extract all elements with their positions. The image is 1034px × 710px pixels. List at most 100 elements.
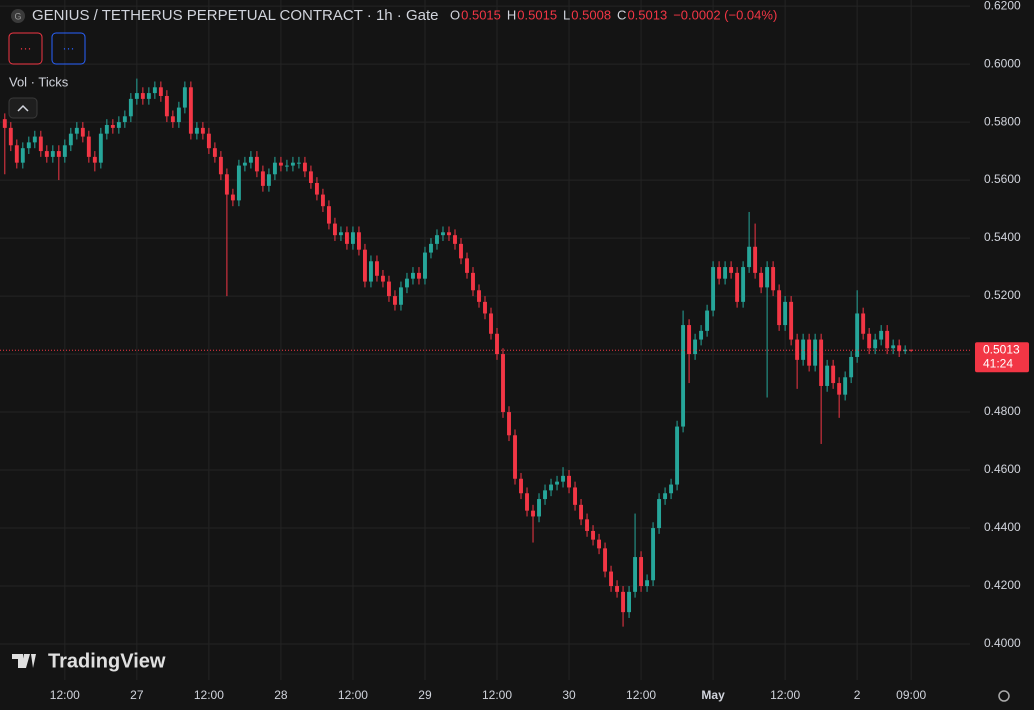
x-tick-label: May	[701, 688, 725, 702]
candle-body	[837, 383, 842, 395]
candle-body	[783, 301, 788, 326]
candle-body	[393, 296, 397, 305]
candle-body	[585, 519, 589, 531]
candle-body	[735, 272, 740, 302]
candle-body	[579, 504, 583, 520]
candle-body	[122, 116, 127, 123]
button[interactable]	[51, 32, 86, 65]
candle-body	[453, 235, 457, 244]
candle-body	[849, 356, 854, 378]
candle-body	[813, 339, 818, 366]
candle-body	[465, 258, 469, 273]
candle-body	[549, 484, 553, 491]
x-tick-label: 30	[562, 688, 576, 702]
candle-body	[92, 156, 97, 163]
collapse-icon[interactable]	[17, 104, 29, 112]
brand-logo	[12, 654, 36, 668]
y-tick-label: 0.5400	[984, 230, 1021, 244]
candle-body	[128, 98, 133, 117]
candle-body	[441, 232, 445, 236]
candle-body	[729, 267, 734, 273]
candle-body	[399, 287, 403, 305]
candle-body	[86, 136, 91, 157]
y-tick-label: 0.6000	[984, 56, 1021, 70]
button[interactable]	[8, 32, 43, 65]
candle-body	[170, 116, 175, 123]
candle-body	[369, 261, 373, 282]
candle-body	[218, 156, 223, 175]
ohlc-value: 0.5008	[571, 7, 611, 22]
ohlc-header: O 0.5015 H 0.5015 L 0.5008 C 0.5013 −0.0002 (−0.…	[450, 7, 777, 22]
candle-body	[885, 330, 890, 349]
candle-body	[519, 478, 523, 494]
candle-body	[332, 223, 337, 236]
candle-body	[278, 162, 283, 166]
x-tick-label: 28	[274, 688, 288, 702]
candle-body	[531, 510, 535, 517]
candle-body	[146, 93, 151, 99]
candle-body	[356, 232, 361, 250]
ohlc-value: 0.5015	[461, 7, 501, 22]
candle-body	[843, 377, 848, 395]
candle-body	[338, 232, 343, 236]
x-tick-label: 29	[418, 688, 432, 702]
y-tick-label: 0.5800	[984, 114, 1021, 128]
candle-body	[687, 325, 692, 355]
candle-body	[789, 301, 794, 340]
candle-body	[116, 122, 121, 128]
candle-body	[855, 313, 860, 357]
collapse-button[interactable]	[8, 97, 38, 119]
candle-body	[675, 426, 680, 485]
candle-body	[657, 499, 662, 529]
y-tick-label: 0.4600	[984, 462, 1021, 476]
candle-body	[14, 145, 19, 163]
candle-body	[314, 182, 319, 195]
x-tick-label: 12:00	[338, 688, 368, 702]
candle-body	[158, 87, 163, 96]
candle-body	[711, 267, 716, 311]
candle-body	[104, 124, 109, 134]
candle-body	[867, 333, 872, 349]
candle-body	[230, 194, 235, 201]
candle-body	[447, 232, 451, 236]
candle-body	[44, 151, 49, 157]
candle-body	[771, 267, 776, 291]
settings-icon[interactable]	[998, 690, 1010, 702]
candle-body	[651, 528, 656, 581]
candle-body	[495, 333, 499, 355]
candle-body	[110, 124, 115, 128]
candle-body	[705, 310, 710, 331]
button-label[interactable]: ···	[63, 41, 75, 55]
candle-body	[777, 290, 782, 326]
candle-body	[753, 246, 758, 273]
candle-body	[513, 435, 517, 479]
grid	[0, 0, 970, 680]
candle-body	[381, 275, 385, 282]
candle-body	[308, 171, 313, 183]
candle-body	[344, 232, 349, 244]
candle-body	[411, 272, 415, 279]
candle-body	[819, 339, 824, 386]
candle-body	[693, 339, 698, 355]
y-tick-label: 0.6200	[984, 0, 1021, 12]
ohlc-value: 0.5015	[517, 7, 557, 22]
button-label[interactable]: ···	[20, 41, 32, 55]
candle-body	[489, 313, 493, 334]
chart-title: GENIUS / TETHERUS PERPETUAL CONTRACT · 1…	[32, 7, 438, 24]
countdown: 41:24	[983, 356, 1013, 370]
candle-body	[717, 267, 722, 279]
ohlc-letter: C	[617, 7, 626, 22]
candle-body	[747, 246, 752, 268]
y-tick-label: 0.4800	[984, 404, 1021, 418]
y-tick-label: 0.4200	[984, 578, 1021, 592]
candle-body	[639, 557, 644, 587]
candle-body	[477, 290, 481, 302]
x-tick-label: 12:00	[770, 688, 800, 702]
candle-body	[615, 586, 620, 592]
candle-body	[723, 267, 728, 279]
x-tick-label: 12:00	[482, 688, 512, 702]
candle-body	[435, 235, 439, 244]
candle-body	[20, 148, 25, 163]
candle-body	[140, 93, 145, 99]
